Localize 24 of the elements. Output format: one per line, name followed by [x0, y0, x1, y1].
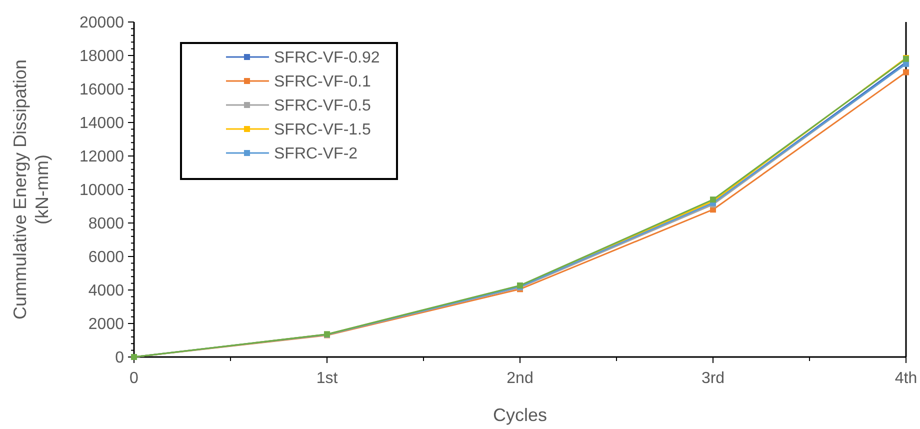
- y-tick-label: 2000: [88, 316, 124, 334]
- legend-label: SFRC-VF-0.1: [274, 74, 371, 91]
- y-tick-label: 4000: [88, 282, 124, 300]
- y-tick-label: 0: [115, 350, 124, 367]
- y-tick-label: 18000: [80, 48, 124, 66]
- legend-label: SFRC-VF-0.92: [274, 50, 380, 67]
- legend-label: SFRC-VF-2: [274, 146, 358, 163]
- point: [903, 69, 909, 76]
- y-tick-label: 14000: [80, 115, 124, 132]
- y-tick-label: 10000: [80, 182, 124, 200]
- y-tick-label: 20000: [80, 14, 124, 32]
- x-tick-label: 0: [130, 370, 139, 387]
- legend-label: SFRC-VF-1.5: [274, 122, 371, 139]
- legend-label: SFRC-VF-0.5: [274, 98, 371, 115]
- y-tick-label: 8000: [88, 216, 124, 233]
- y-tick-label: 6000: [88, 249, 124, 266]
- x-tick-label: 4th: [894, 370, 918, 387]
- x-axis-title: Cycles: [492, 405, 548, 425]
- y-tick-label: 12000: [80, 148, 124, 166]
- y-axis-title: Cummulative Energy Dissipation (kN-mm): [10, 59, 52, 320]
- x-tick-label: 2nd: [506, 370, 534, 387]
- x-tick-label: 3rd: [701, 370, 725, 387]
- x-tick-label: 1st: [316, 370, 338, 387]
- y-tick-label: 16000: [80, 82, 124, 99]
